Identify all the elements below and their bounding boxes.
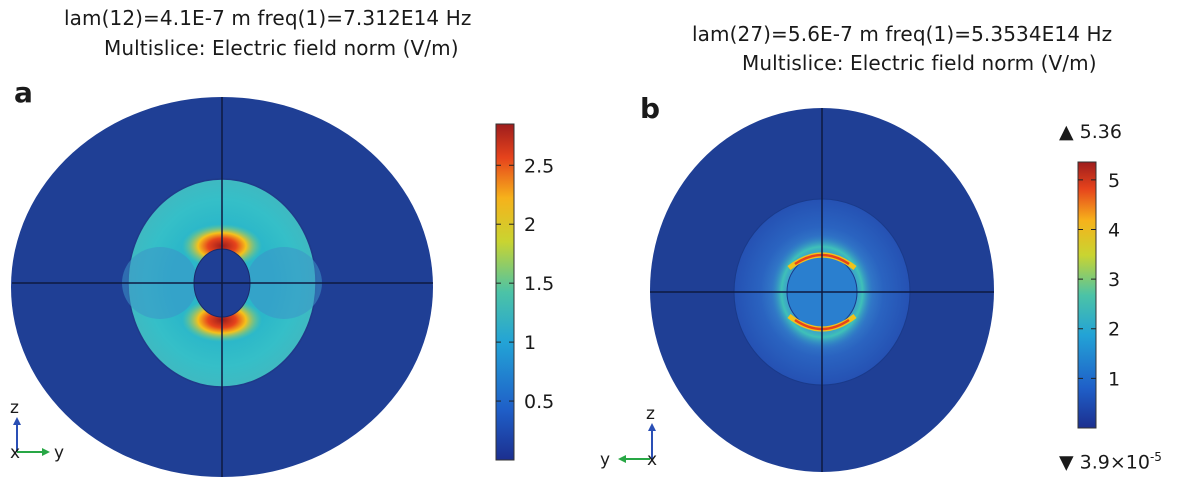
- colorbar-tick-label: 5: [1108, 170, 1120, 192]
- panel-b-title-line1: lam(27)=5.6E-7 m freq(1)=5.3534E14 Hz: [692, 22, 1113, 46]
- panel-a-title-line2: Multislice: Electric field norm (V/m): [104, 36, 459, 60]
- panel-a-letter: a: [14, 76, 33, 109]
- colorbar-a: [495, 123, 515, 461]
- axis-triad-a: z y x: [10, 398, 64, 463]
- axis-b-origin-label: x: [647, 450, 657, 470]
- panel-b-plot: 5 4 3 2 1 z y x: [600, 108, 1120, 472]
- axis-a-horizontal-label: y: [54, 443, 64, 463]
- colorbar-min-mantissa: ▼ 3.9×10: [1059, 451, 1150, 474]
- panel-a-title-line1: lam(12)=4.1E-7 m freq(1)=7.312E14 Hz: [64, 6, 472, 30]
- axis-a-vertical-label: z: [10, 398, 19, 418]
- axis-triad-b: z y x: [600, 404, 657, 470]
- colorbar-tick-label: 2: [1108, 319, 1120, 341]
- colorbar-min-label: ▼ 3.9×10-5: [1059, 450, 1162, 473]
- colorbar-tick-label: 3: [1108, 269, 1120, 291]
- axis-b-horizontal-label: y: [600, 450, 610, 470]
- colorbar-max-label: ▲ 5.36: [1059, 121, 1122, 143]
- colorbar-tick-label: 2: [524, 214, 536, 236]
- colorbar-tick-label: 1.5: [524, 273, 554, 295]
- panel-b: lam(27)=5.6E-7 m freq(1)=5.3534E14 Hz Mu…: [596, 0, 1193, 485]
- colorbar-tick-label: 1: [1108, 368, 1120, 390]
- panel-b-letter: b: [640, 92, 661, 125]
- axis-b-vertical-label: z: [646, 404, 655, 424]
- colorbar-tick-label: 4: [1108, 219, 1120, 241]
- colorbar-tick-label: 1: [524, 332, 536, 354]
- axis-a-origin-label: x: [10, 443, 20, 463]
- colorbar-min-exponent: -5: [1149, 450, 1162, 464]
- panel-a: lam(12)=4.1E-7 m freq(1)=7.312E14 Hz Mul…: [0, 0, 596, 485]
- panel-b-title-line2: Multislice: Electric field norm (V/m): [742, 51, 1097, 75]
- colorbar-b: [1077, 161, 1097, 429]
- colorbar-tick-label: 0.5: [524, 391, 554, 413]
- colorbar-tick-label: 2.5: [524, 155, 554, 177]
- panel-a-plot: 2.5 2 1.5 1 0.5 z y x: [10, 97, 554, 477]
